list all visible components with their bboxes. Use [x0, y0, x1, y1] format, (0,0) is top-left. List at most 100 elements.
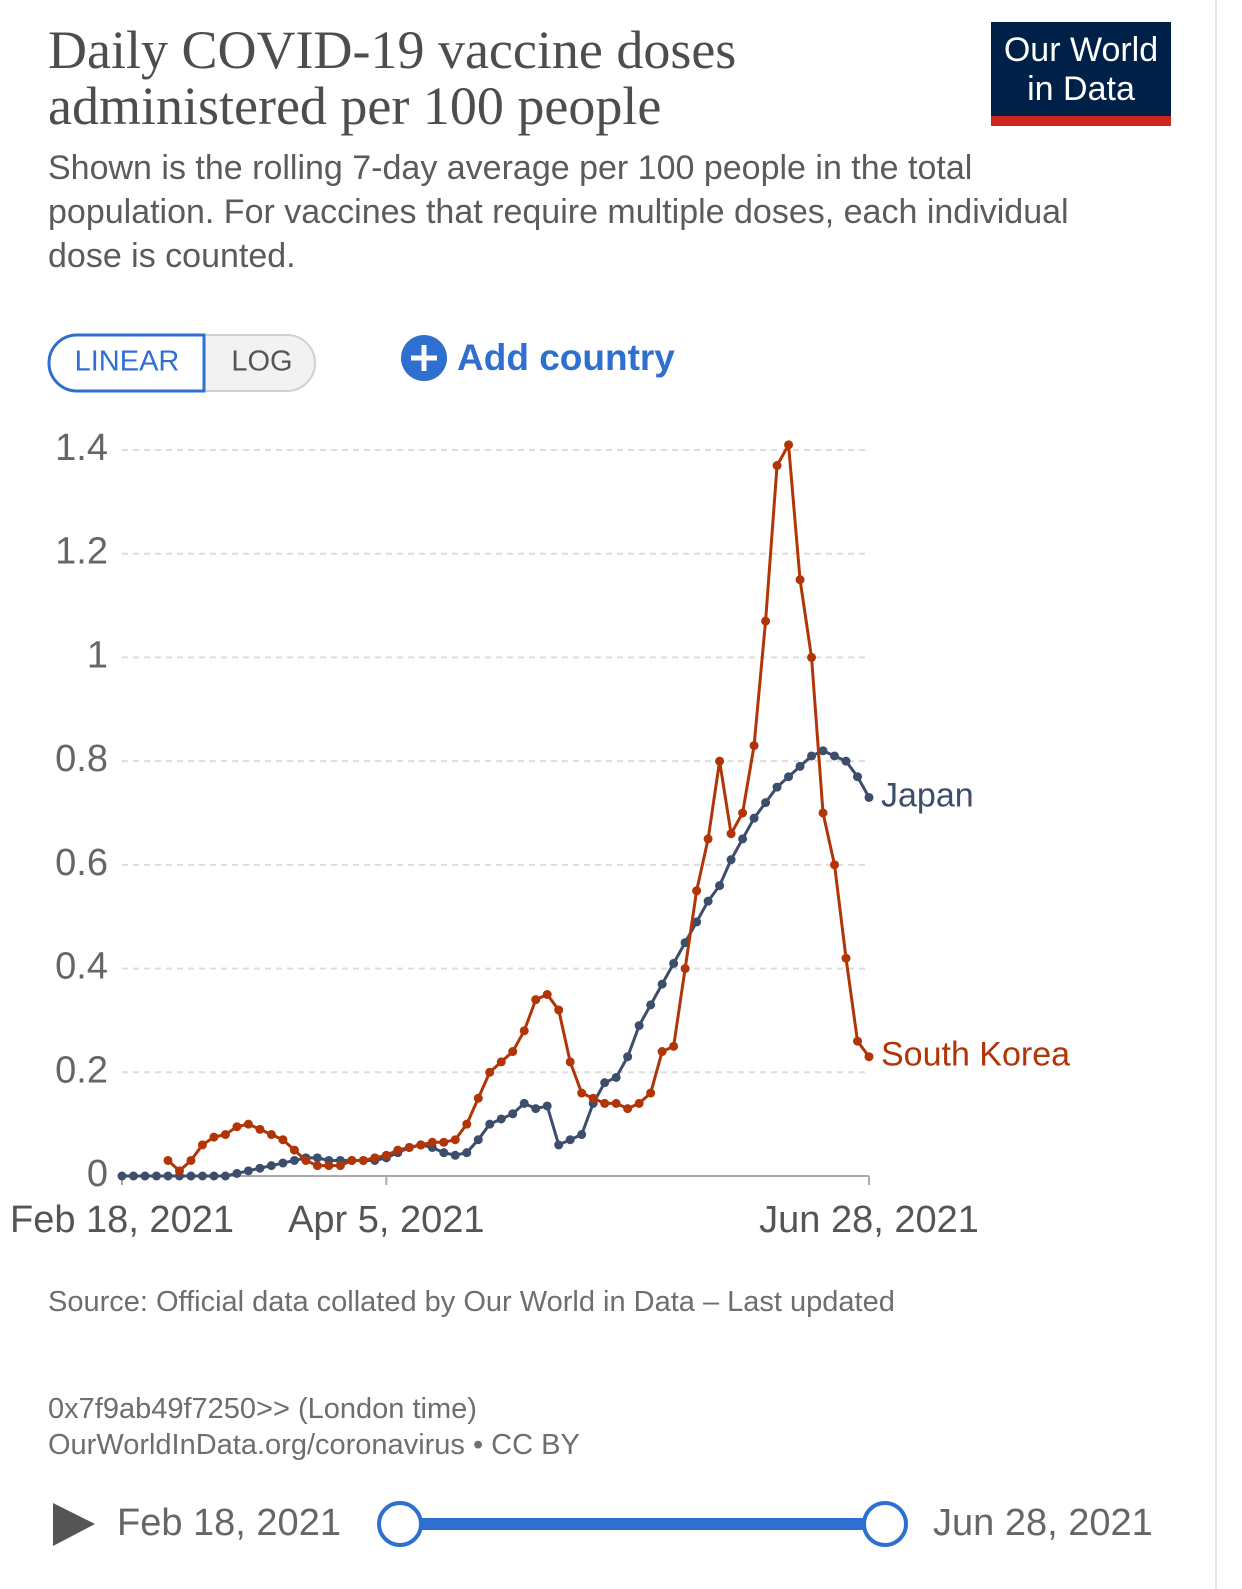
timeline-end: Jun 28, 2021	[933, 1502, 1153, 1544]
data-point	[703, 896, 713, 906]
logo[interactable]: Our World in Data	[991, 22, 1171, 126]
data-point	[611, 1098, 621, 1108]
play-button[interactable]	[53, 1503, 95, 1546]
data-point	[600, 1098, 610, 1108]
data-point	[151, 1171, 161, 1181]
data-point	[692, 886, 702, 896]
data-point	[508, 1109, 518, 1119]
data-point	[266, 1161, 276, 1171]
data-point	[416, 1140, 426, 1150]
data-point	[255, 1124, 265, 1134]
data-point	[669, 1041, 679, 1051]
data-point	[531, 1104, 541, 1114]
data-point	[841, 953, 851, 963]
data-point	[163, 1155, 173, 1165]
data-point	[117, 1171, 127, 1181]
data-point	[243, 1166, 253, 1176]
data-point	[830, 860, 840, 870]
timeline-handle[interactable]	[862, 1501, 908, 1547]
x-tick-label: Apr 5, 2021	[288, 1199, 484, 1241]
data-point	[393, 1145, 403, 1155]
data-point	[634, 1098, 644, 1108]
log-label[interactable]: LOG	[231, 346, 292, 378]
y-tick-label: 1.4	[55, 427, 108, 469]
data-point	[220, 1130, 230, 1140]
add-country-label: Add country	[457, 337, 675, 378]
data-point	[232, 1168, 242, 1178]
chart-subtitle: Shown is the rolling 7-day average per 1…	[48, 149, 1069, 275]
data-point	[485, 1067, 495, 1077]
data-point	[692, 917, 702, 927]
linear-button[interactable]	[47, 333, 206, 393]
data-point	[542, 1101, 552, 1111]
source: Source: Official data collated by Our Wo…	[48, 1286, 895, 1318]
data-point	[197, 1140, 207, 1150]
data-point	[761, 616, 771, 626]
data-point	[220, 1171, 230, 1181]
logo-bg	[991, 22, 1171, 117]
data-point	[611, 1072, 621, 1082]
add-country[interactable]: Add country	[401, 335, 675, 381]
y-tick-label: 1.2	[55, 531, 108, 573]
add-icon-plus	[411, 345, 437, 371]
data-point	[174, 1166, 184, 1176]
data-point	[450, 1150, 460, 1160]
data-point	[577, 1088, 587, 1098]
data-point	[761, 798, 771, 808]
data-point	[439, 1148, 449, 1158]
y-tick-label: 0.4	[55, 946, 108, 988]
series-label: Japan	[881, 776, 974, 814]
data-point	[749, 741, 759, 751]
data-point	[657, 1047, 667, 1057]
data-point	[864, 792, 874, 802]
data-point	[255, 1163, 265, 1173]
y-tick-label: 0	[87, 1153, 108, 1195]
data-point	[807, 751, 817, 761]
data-point	[508, 1047, 518, 1057]
data-point	[335, 1161, 345, 1171]
data-point	[519, 1098, 529, 1108]
data-point	[577, 1130, 587, 1140]
data-point	[358, 1155, 368, 1165]
series-line	[122, 749, 871, 1178]
data-point	[128, 1171, 138, 1181]
data-point	[289, 1145, 299, 1155]
timeline-handle[interactable]	[377, 1501, 423, 1547]
y-tick-label: 0.2	[55, 1049, 108, 1091]
data-point	[749, 813, 759, 823]
data-point	[496, 1114, 506, 1124]
data-point	[450, 1135, 460, 1145]
series-label: South Korea	[881, 1036, 1070, 1074]
linear-label[interactable]: LINEAR	[75, 346, 180, 378]
data-point	[623, 1052, 633, 1062]
data-point	[680, 964, 690, 974]
data-point	[554, 1005, 564, 1015]
data-point	[715, 756, 725, 766]
data-point	[646, 1000, 656, 1010]
data-point	[324, 1161, 334, 1171]
data-point	[738, 834, 748, 844]
logo-bar	[991, 116, 1171, 126]
data-point	[312, 1153, 322, 1163]
data-point	[646, 1088, 656, 1098]
y-tick-label: 1	[87, 634, 108, 676]
data-point	[301, 1155, 311, 1165]
data-point	[278, 1158, 288, 1168]
data-point	[186, 1171, 196, 1181]
logo-text: in Data	[1027, 70, 1135, 108]
data-point	[278, 1135, 288, 1145]
data-point	[232, 1122, 242, 1132]
license: OurWorldInData.org/coronavirus • CC BY	[48, 1429, 580, 1461]
data-point	[565, 1135, 575, 1145]
data-point	[772, 461, 782, 471]
data-point	[439, 1137, 449, 1147]
data-point	[531, 995, 541, 1005]
data-point	[669, 958, 679, 968]
data-point	[209, 1171, 219, 1181]
y-tick-label: 0.6	[55, 842, 108, 884]
data-point	[853, 1036, 863, 1046]
x-tick-label: Feb 18, 2021	[10, 1199, 234, 1241]
data-point	[864, 1052, 874, 1062]
